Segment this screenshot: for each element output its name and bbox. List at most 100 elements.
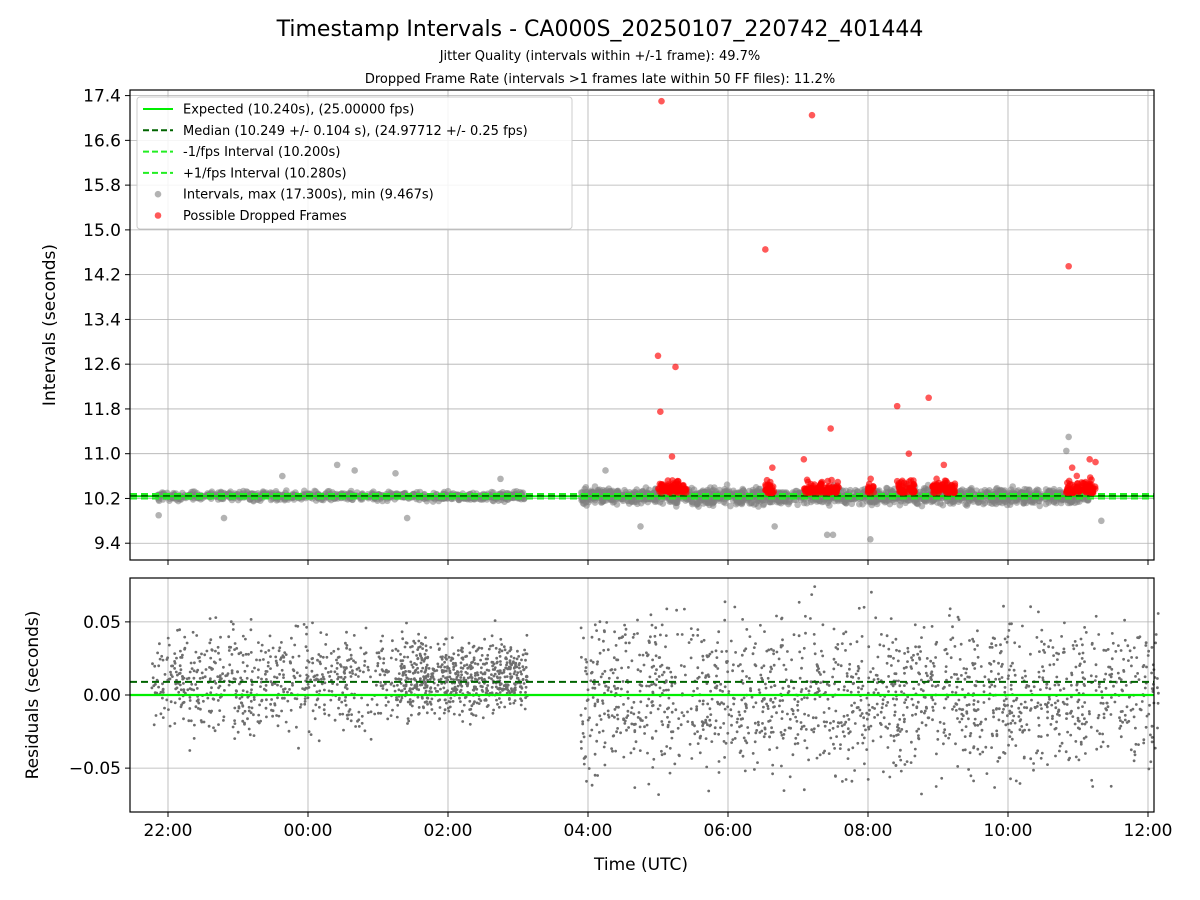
residual-point	[424, 644, 428, 648]
residual-point	[515, 673, 519, 677]
residual-point	[318, 689, 322, 693]
residual-point	[1000, 665, 1003, 668]
residual-point	[719, 726, 722, 729]
residual-point	[313, 684, 316, 687]
interval-point	[996, 498, 1004, 506]
residual-point	[997, 707, 1001, 711]
residual-point	[586, 688, 590, 692]
residual-point	[851, 746, 855, 750]
residual-point	[417, 639, 421, 643]
residual-point	[876, 677, 880, 681]
residual-point	[468, 722, 472, 726]
residual-point	[214, 649, 217, 653]
residual-point	[670, 675, 674, 679]
residual-point	[378, 673, 382, 677]
residual-point	[208, 666, 211, 669]
residual-point	[449, 696, 453, 700]
residual-point	[358, 669, 362, 673]
residual-point	[407, 670, 411, 673]
residual-point	[424, 681, 428, 684]
residual-point	[983, 675, 987, 679]
residual-point	[415, 654, 418, 657]
residual-point	[525, 633, 529, 637]
residual-point	[1078, 652, 1081, 656]
residual-point	[436, 642, 440, 646]
residual-point	[266, 661, 270, 664]
residual-point	[378, 657, 382, 660]
residual-point	[465, 663, 469, 667]
residual-point	[306, 649, 309, 652]
residual-point	[236, 709, 240, 713]
residual-point	[735, 730, 739, 734]
residual-point	[948, 733, 952, 736]
residual-point	[421, 647, 424, 650]
residual-point	[669, 670, 673, 674]
residual-point	[306, 696, 310, 700]
residual-point	[743, 710, 747, 713]
residual-point	[273, 703, 277, 707]
dropped-frame-point	[941, 483, 948, 491]
interval-point	[794, 501, 801, 509]
residual-point	[344, 695, 347, 699]
interval-point	[220, 514, 228, 522]
residual-point	[931, 661, 935, 665]
residual-point	[416, 666, 419, 670]
residual-point	[363, 659, 367, 663]
residual-point	[1003, 704, 1007, 708]
residual-point	[239, 676, 243, 680]
residual-point	[297, 746, 300, 750]
residual-point	[217, 686, 221, 690]
residual-point	[1069, 733, 1073, 737]
residual-point	[200, 652, 203, 656]
residual-point	[580, 655, 583, 659]
residual-point	[298, 674, 302, 678]
top-ytick-label: 15.0	[83, 221, 121, 241]
interval-point	[520, 495, 528, 503]
residual-point	[1156, 612, 1160, 615]
residual-point	[410, 683, 413, 686]
residual-point	[626, 690, 629, 694]
residual-point	[913, 623, 917, 627]
residual-point	[500, 671, 504, 675]
residual-point	[945, 652, 949, 656]
residual-point	[1056, 658, 1059, 661]
residual-point	[1150, 671, 1153, 675]
residual-point	[890, 664, 893, 667]
residual-point	[1088, 712, 1091, 716]
residual-point	[493, 672, 497, 676]
dropped-frame-point	[659, 482, 666, 489]
residual-point	[295, 671, 299, 675]
residual-point	[410, 691, 413, 694]
residual-point	[375, 683, 378, 687]
residual-point	[310, 669, 314, 673]
dropped-frame-point	[902, 483, 909, 490]
residual-point	[416, 695, 420, 699]
residual-point	[624, 649, 628, 653]
residual-point	[480, 666, 483, 670]
residual-point	[689, 638, 693, 641]
residual-point	[419, 683, 422, 687]
residual-point	[1007, 728, 1011, 732]
residual-point	[450, 636, 454, 639]
residual-point	[516, 649, 519, 653]
chart-subtitle-jitter: Jitter Quality (intervals within +/-1 fr…	[439, 49, 761, 64]
residual-point	[323, 688, 326, 692]
residual-point	[944, 670, 948, 673]
residual-point	[291, 683, 294, 687]
residual-point	[417, 632, 420, 636]
residual-point	[862, 736, 866, 740]
residual-point	[963, 677, 967, 681]
residual-point	[344, 641, 347, 645]
residual-point	[495, 656, 499, 660]
dropped-frame-point	[658, 97, 665, 105]
residual-point	[917, 734, 920, 737]
residual-point	[379, 681, 382, 684]
residual-point	[688, 742, 692, 746]
residual-point	[367, 668, 370, 672]
interval-point	[1063, 447, 1070, 455]
interval-point	[591, 499, 599, 506]
residual-point	[929, 676, 933, 680]
residual-point	[876, 713, 880, 717]
residual-point	[870, 590, 873, 594]
residual-point	[369, 710, 373, 714]
